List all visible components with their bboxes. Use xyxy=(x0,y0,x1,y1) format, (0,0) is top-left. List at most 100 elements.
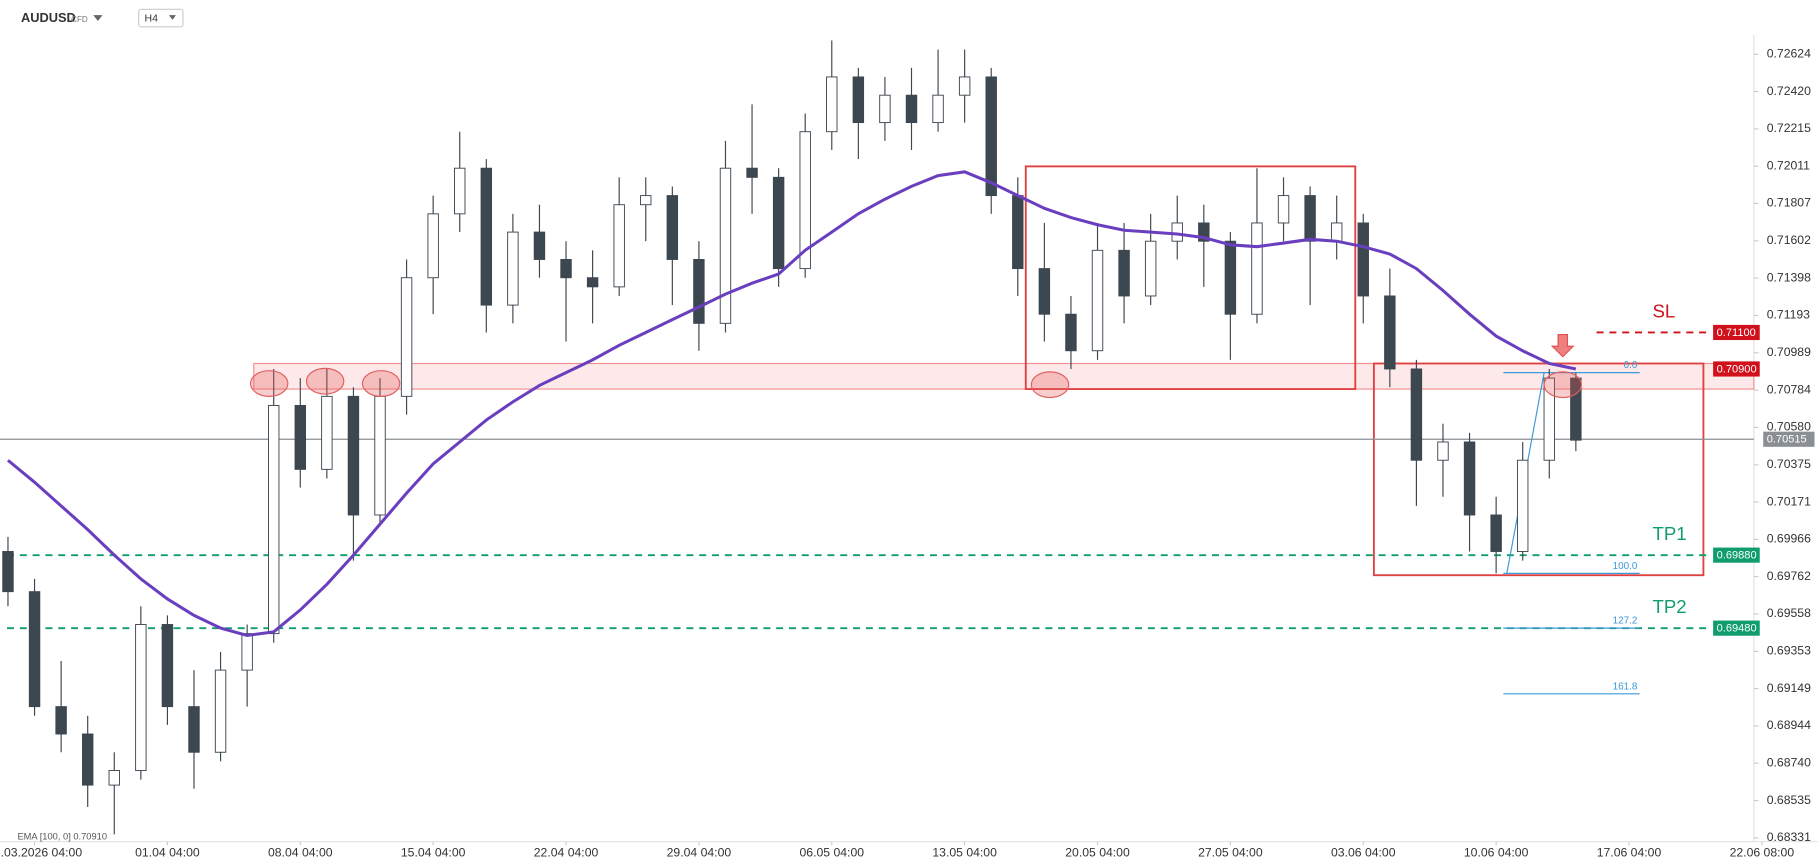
x-tick-label: 01.04 04:00 xyxy=(135,846,200,860)
candle-body xyxy=(1091,249,1104,352)
y-tick-label: 0.72624 xyxy=(1767,47,1811,61)
candle-body xyxy=(214,669,227,753)
x-tick-label: 20.05 04:00 xyxy=(1065,846,1130,860)
candle-body xyxy=(1038,268,1051,315)
toolbar: AUDUSD CFD H4 xyxy=(21,8,184,28)
candle-body xyxy=(852,76,865,124)
price-badge xyxy=(1713,547,1760,563)
x-tick-label: 08.04 04:00 xyxy=(268,846,333,860)
y-tick-label: 0.70375 xyxy=(1767,457,1811,471)
x-tick-label: 13.05 04:00 xyxy=(932,846,997,860)
candle-body xyxy=(81,733,94,786)
candle-body xyxy=(507,231,519,306)
y-tick-label: 0.71193 xyxy=(1767,308,1810,322)
candle-body xyxy=(480,167,493,306)
x-tick-label: 27.05 04:00 xyxy=(1198,846,1263,860)
candle-body xyxy=(1012,195,1024,270)
market: CFD xyxy=(71,15,88,24)
candle-body xyxy=(321,395,333,470)
candle-body xyxy=(1437,441,1449,461)
candle-body xyxy=(241,633,253,671)
candle-body xyxy=(427,213,439,279)
level-name: TP2 xyxy=(1653,596,1687,617)
x-tick-label: 22.04 04:00 xyxy=(534,846,599,860)
candle-body xyxy=(1304,195,1316,242)
price-badge xyxy=(1763,431,1815,447)
y-tick-label: 0.72420 xyxy=(1767,84,1811,98)
touch-marker xyxy=(1543,371,1583,399)
candle-body xyxy=(1490,514,1502,552)
price-badge-label: 0.69480 xyxy=(1717,623,1757,635)
x-tick-label: 06.05 04:00 xyxy=(799,846,864,860)
y-tick-label: 0.70171 xyxy=(1767,494,1811,508)
price-badge-label: 0.70515 xyxy=(1767,434,1807,446)
sell-arrow xyxy=(1550,333,1575,358)
symbol[interactable]: AUDUSD xyxy=(21,10,76,25)
candle-body xyxy=(1171,222,1183,242)
fib-label: 161.8 xyxy=(1613,681,1638,692)
candle-body xyxy=(2,551,14,593)
candle-body xyxy=(560,258,572,279)
candle-body xyxy=(586,277,599,288)
y-tick-label: 0.72011 xyxy=(1767,158,1810,172)
candle-body xyxy=(135,624,147,771)
candle-body xyxy=(1330,222,1343,242)
y-tick-label: 0.68740 xyxy=(1767,755,1811,769)
fib-label: 127.2 xyxy=(1613,616,1638,627)
indicator-label: EMA [100, 0] 0.70910 xyxy=(17,831,107,841)
candle-body xyxy=(1224,240,1237,315)
dropdown-arrow[interactable] xyxy=(168,15,176,20)
candle-body xyxy=(294,405,306,470)
candle-body xyxy=(1144,240,1157,297)
range-box xyxy=(1372,362,1705,577)
candle-body xyxy=(1118,249,1130,297)
timeframe-box[interactable] xyxy=(138,8,184,28)
candle-body xyxy=(905,94,918,124)
candle-body xyxy=(1251,222,1263,315)
candle-body xyxy=(1543,377,1555,461)
y-tick-label: 0.69353 xyxy=(1767,644,1811,658)
y-tick-label: 0.71807 xyxy=(1767,196,1811,210)
candle-body xyxy=(826,76,838,133)
price-badge-label: 0.70900 xyxy=(1717,363,1757,375)
candle-body xyxy=(1516,459,1529,552)
y-tick-label: 0.68331 xyxy=(1767,830,1811,844)
candle-body xyxy=(1198,222,1210,242)
y-tick-label: 0.71602 xyxy=(1767,233,1811,247)
y-tick-label: 0.71398 xyxy=(1767,270,1811,284)
level-name: TP1 xyxy=(1653,523,1687,544)
candle-body xyxy=(958,76,971,96)
candle-body xyxy=(719,167,732,324)
x-tick-label: 25.03.2026 04:00 xyxy=(0,846,82,860)
candle-body xyxy=(454,167,466,215)
candle-body xyxy=(161,624,174,708)
candle-body xyxy=(772,176,785,270)
price-badge-label: 0.71100 xyxy=(1717,327,1756,339)
timeframe[interactable]: H4 xyxy=(145,13,159,24)
candle-body xyxy=(879,94,891,124)
candle-body xyxy=(347,395,360,516)
candle-body xyxy=(985,76,997,197)
x-tick-label: 29.04 04:00 xyxy=(667,846,732,860)
ema-line xyxy=(6,170,1577,638)
fib-label: 100.0 xyxy=(1613,561,1638,572)
price-badge-label: 0.69880 xyxy=(1717,550,1757,562)
y-tick-label: 0.69966 xyxy=(1767,532,1811,546)
dropdown-arrow[interactable] xyxy=(93,15,103,21)
candle-body xyxy=(746,167,758,178)
y-tick-label: 0.70784 xyxy=(1767,382,1811,396)
price-badge xyxy=(1713,324,1760,341)
candle-body xyxy=(533,231,546,260)
x-tick-label: 10.06 04:00 xyxy=(1464,846,1529,860)
candle-body xyxy=(1065,313,1077,352)
candle-body xyxy=(268,405,280,635)
x-tick-label: 17.06 04:00 xyxy=(1597,846,1662,860)
candle-body xyxy=(1384,295,1396,370)
candle-body xyxy=(55,706,67,735)
candle-body xyxy=(400,277,413,397)
candle-body xyxy=(108,770,120,786)
candle-body xyxy=(1570,377,1582,441)
x-tick-label: 15.04 04:00 xyxy=(401,846,466,860)
x-tick-label: 03.06 04:00 xyxy=(1331,846,1396,860)
